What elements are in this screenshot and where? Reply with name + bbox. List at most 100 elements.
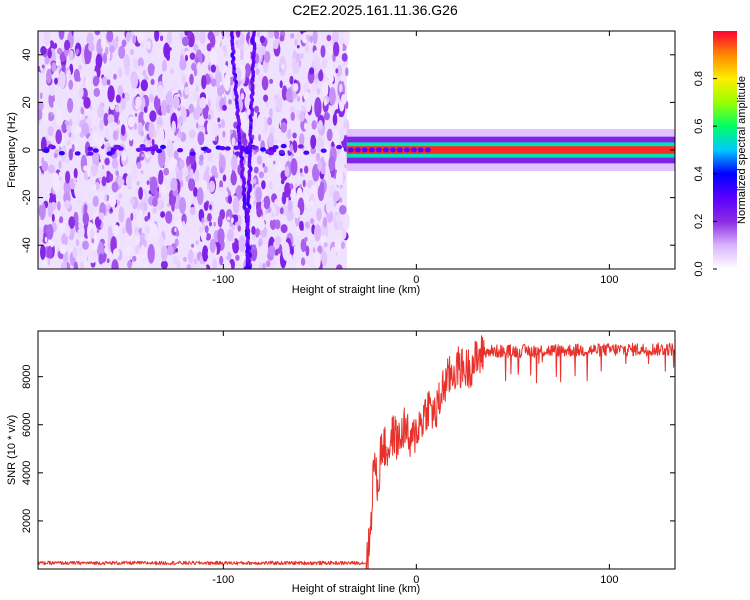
noise-blob: [242, 137, 248, 147]
noise-blob: [130, 71, 139, 89]
noise-blob: [197, 187, 204, 206]
noise-blob: [121, 39, 127, 48]
noise-blob: [209, 204, 212, 211]
dc-clutter: [92, 148, 99, 153]
noise-blob: [73, 261, 78, 269]
noise-blob: [161, 245, 168, 262]
noise-blob: [68, 148, 74, 161]
noise-blob: [255, 68, 260, 75]
noise-blob: [280, 179, 285, 185]
noise-blob: [132, 210, 137, 220]
noise-blob: [76, 155, 81, 161]
noise-blob: [235, 254, 240, 261]
noise-blob: [73, 168, 78, 179]
noise-blob: [197, 62, 201, 68]
dc-clutter: [189, 151, 196, 156]
noise-blob: [259, 35, 265, 44]
noise-blob: [337, 219, 344, 230]
noise-blob: [289, 183, 294, 190]
noise-blob: [101, 165, 105, 170]
noise-blob: [282, 205, 288, 216]
noise-blob: [311, 83, 317, 92]
noise-blob: [333, 41, 340, 57]
noise-blob: [275, 179, 280, 189]
noise-blob: [140, 41, 145, 49]
noise-blob: [253, 199, 256, 206]
noise-blob: [87, 167, 91, 178]
colorbar: 0.0 0.2 0.4 0.6 0.8 Normalized spectral ampl…: [693, 31, 748, 277]
noise-blob: [85, 77, 92, 90]
noise-blob: [260, 202, 264, 210]
noise-blob: [275, 31, 279, 39]
noise-blob: [118, 206, 125, 223]
dc-clutter: [160, 144, 166, 150]
signal-band-knot: [382, 147, 389, 153]
noise-blob: [111, 122, 118, 132]
dc-clutter: [260, 147, 266, 152]
noise-blob: [160, 186, 167, 197]
noise-blob: [160, 211, 166, 218]
noise-blob: [333, 199, 337, 208]
spectrogram-y-ticks: -40 -20 0 20 40: [21, 49, 675, 253]
noise-blob: [339, 184, 343, 189]
noise-blob: [233, 214, 239, 223]
noise-blob: [163, 42, 171, 59]
noise-blob: [89, 228, 95, 241]
noise-blob: [103, 112, 109, 127]
noise-blob: [80, 107, 85, 115]
noise-blob: [217, 215, 223, 228]
noise-blob: [157, 127, 165, 143]
dc-clutter: [205, 148, 212, 153]
noise-blob: [92, 76, 99, 87]
dc-clutter: [272, 145, 279, 150]
noise-blob: [185, 224, 191, 236]
noise-blob: [326, 199, 332, 214]
noise-blob: [339, 197, 343, 203]
noise-blob: [140, 244, 146, 255]
noise-blob: [198, 209, 203, 218]
noise-blob: [79, 262, 85, 269]
noise-blob: [163, 167, 170, 176]
noise-blob: [64, 200, 71, 209]
noise-blob: [58, 70, 66, 89]
noise-blob: [330, 246, 337, 260]
dc-clutter: [177, 148, 184, 153]
dc-clutter: [113, 144, 120, 150]
noise-blob: [326, 60, 334, 80]
noise-blob: [50, 112, 54, 116]
noise-blob: [128, 129, 132, 133]
noise-blob: [162, 70, 170, 88]
noise-blob: [66, 69, 71, 77]
noise-blob: [257, 113, 265, 132]
noise-blob: [105, 128, 110, 140]
noise-blob: [121, 227, 126, 234]
colorbar-tick-label: 0.6: [693, 119, 705, 134]
spectrogram-y-tick-label: 0: [21, 147, 33, 153]
noise-blob: [120, 99, 126, 111]
noise-blob: [274, 249, 279, 256]
noise-blob: [220, 119, 225, 129]
noise-blob: [280, 224, 288, 234]
spectrogram-panel: -100 0 100 -40 -20 0 20 40 Height of straight …: [6, 30, 676, 296]
noise-blob: [122, 92, 125, 99]
noise-blob: [55, 58, 61, 67]
noise-blob: [109, 45, 115, 53]
noise-blob: [217, 117, 221, 123]
noise-blob: [178, 197, 187, 214]
noise-blob: [312, 164, 320, 182]
noise-blob: [180, 179, 184, 188]
noise-blob: [54, 77, 58, 85]
noise-blob: [193, 101, 197, 107]
noise-blob: [182, 233, 187, 239]
noise-blob: [129, 48, 135, 56]
noise-blob: [43, 31, 51, 47]
noise-blob: [194, 31, 201, 41]
noise-blob: [219, 186, 224, 194]
dc-clutter: [87, 151, 94, 156]
noise-blob: [277, 200, 281, 208]
noise-blob: [328, 155, 336, 172]
noise-blob: [310, 146, 317, 155]
noise-blob: [148, 121, 155, 139]
noise-blob: [101, 168, 107, 180]
noise-blob: [209, 221, 212, 227]
